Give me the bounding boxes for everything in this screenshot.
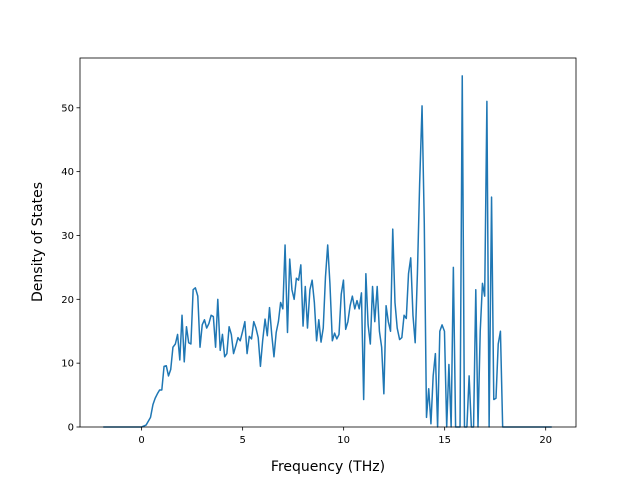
x-tick-label: 5 [239,435,245,446]
y-axis-label: Density of States [30,182,46,302]
x-tick-label: 10 [337,435,350,446]
y-tick-label: 20 [61,295,74,306]
x-tick-label: 15 [438,435,451,446]
y-tick-label: 30 [61,231,74,242]
y-tick-label: 50 [61,103,74,114]
x-tick-label: 0 [138,435,144,446]
y-tick-label: 0 [68,423,74,434]
y-tick-label: 40 [61,167,74,178]
y-tick-label: 10 [61,359,74,370]
x-tick-label: 20 [539,435,552,446]
plot-frame [79,57,577,428]
x-axis-label: Frequency (THz) [271,459,385,475]
